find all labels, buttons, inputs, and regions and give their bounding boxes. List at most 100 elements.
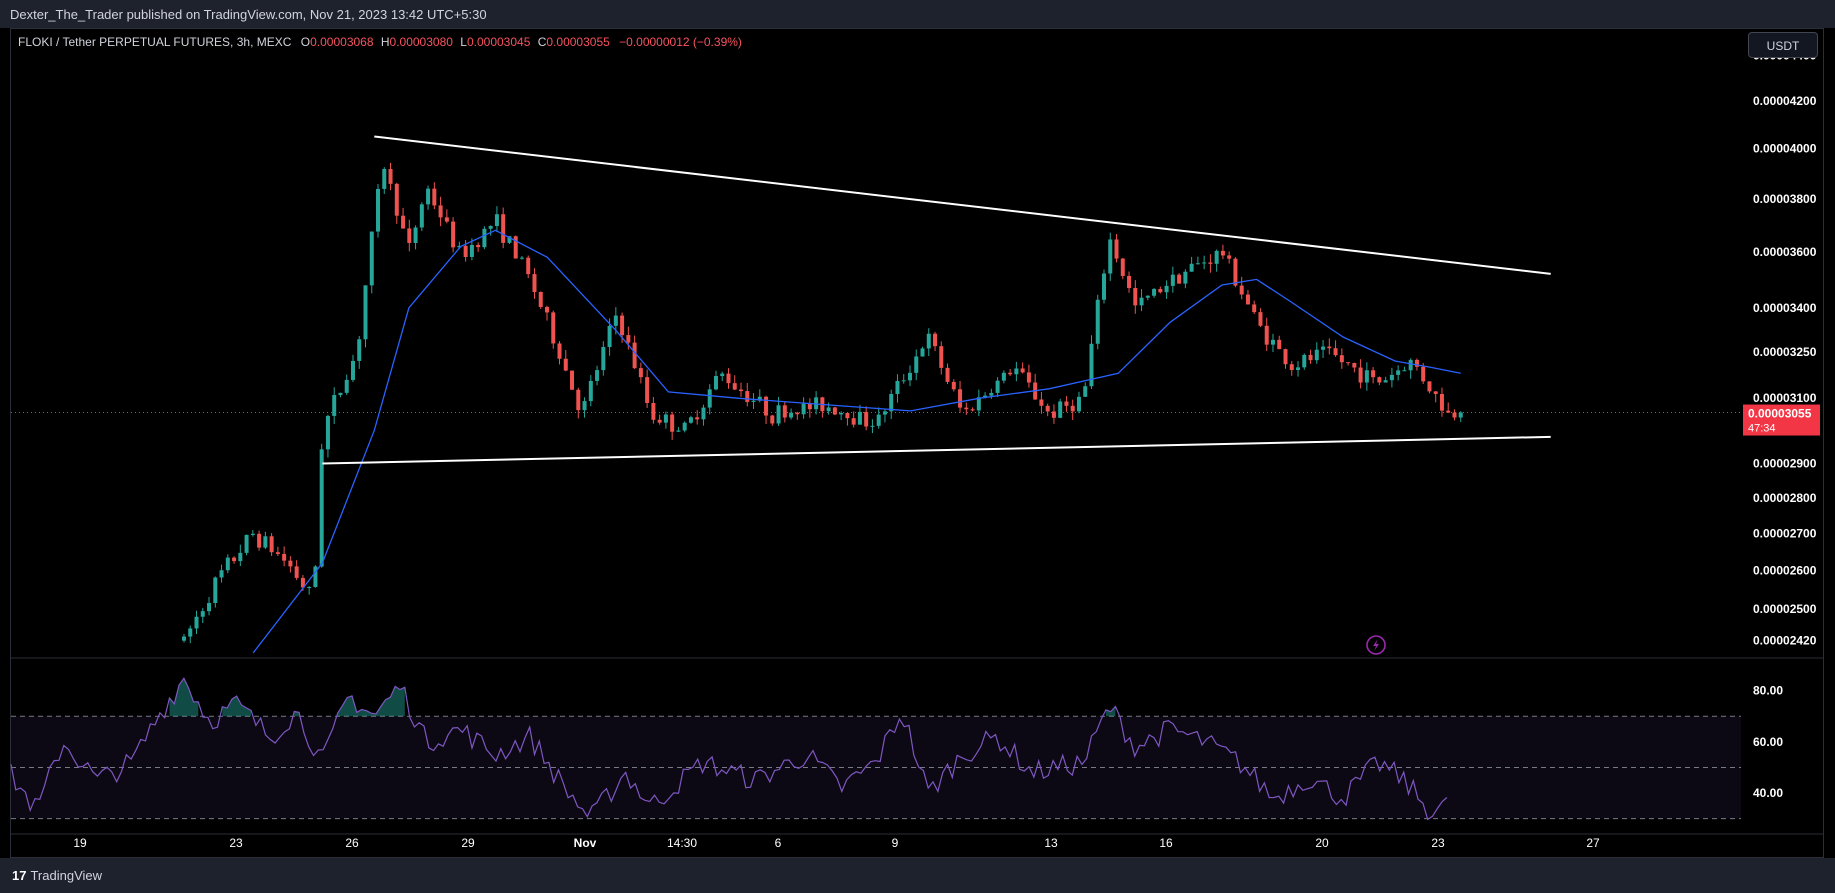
candle-body xyxy=(1158,289,1163,293)
candle xyxy=(369,231,374,294)
candle-body xyxy=(1095,299,1100,344)
candle-body xyxy=(876,414,881,426)
time-tick-label: 19 xyxy=(73,836,87,850)
trendline[interactable] xyxy=(374,135,1551,275)
candle-body xyxy=(626,335,631,343)
currency-button[interactable]: USDT xyxy=(1748,32,1818,58)
candle-body xyxy=(1001,372,1006,381)
candle xyxy=(901,374,906,384)
candle-body xyxy=(745,391,750,402)
candle xyxy=(889,389,894,420)
candle-body xyxy=(1339,355,1344,363)
candle xyxy=(670,411,675,440)
candle-body xyxy=(989,392,994,396)
candle-body xyxy=(1302,354,1307,368)
candle xyxy=(782,401,787,423)
change-value: −0.00000012 (−0.39%) xyxy=(619,35,742,49)
candle xyxy=(1177,273,1182,284)
candle xyxy=(401,207,406,229)
candle xyxy=(1327,338,1332,355)
candle xyxy=(1026,364,1031,388)
candle xyxy=(657,414,662,425)
price-tick-label: 0.00002600 xyxy=(1753,563,1817,577)
rsi-overbought-fill xyxy=(169,678,199,717)
candle xyxy=(720,371,725,382)
candle-body xyxy=(870,425,875,427)
candle xyxy=(1076,391,1081,414)
candle xyxy=(1245,290,1250,305)
candle xyxy=(1302,353,1307,370)
candle-body xyxy=(576,389,581,411)
moving-average-line xyxy=(252,229,1461,654)
candle xyxy=(601,341,606,376)
candle-body xyxy=(1396,370,1401,375)
rsi-tick-label: 60.00 xyxy=(1753,735,1783,749)
candle-body xyxy=(451,221,456,248)
candle xyxy=(1020,362,1025,374)
candle-body xyxy=(538,291,543,308)
candle xyxy=(1051,404,1056,424)
trendline[interactable] xyxy=(322,435,1551,465)
candle-body xyxy=(307,587,312,589)
candle xyxy=(250,530,255,537)
alert-icon[interactable] xyxy=(1366,635,1386,655)
candle-body xyxy=(438,205,443,218)
candle-body xyxy=(382,168,387,189)
candle-body xyxy=(1277,339,1282,350)
candle xyxy=(1045,403,1050,417)
candle-body xyxy=(1120,258,1125,276)
candle-body xyxy=(1227,255,1232,259)
candle-body xyxy=(1058,401,1063,418)
candle xyxy=(451,217,456,253)
candle-body xyxy=(1152,289,1157,296)
candle-body xyxy=(958,389,963,408)
candle-body xyxy=(563,358,568,371)
candle-body xyxy=(1076,396,1081,412)
candle xyxy=(494,206,499,233)
candle-body xyxy=(914,356,919,373)
candle xyxy=(1014,361,1019,382)
candle xyxy=(688,415,693,424)
candle xyxy=(1089,335,1094,389)
candle-body xyxy=(288,560,293,567)
candle xyxy=(976,389,981,417)
candle-body xyxy=(294,566,299,578)
publish-header: Dexter_The_Trader published on TradingVi… xyxy=(0,0,1835,28)
candle xyxy=(288,556,293,573)
candle xyxy=(814,391,819,415)
candle xyxy=(519,256,524,260)
candle-body xyxy=(1452,412,1457,418)
candle xyxy=(751,393,756,409)
candle-body xyxy=(332,395,337,416)
candle xyxy=(770,414,775,426)
candle-body xyxy=(376,188,381,232)
candle-body xyxy=(494,214,499,227)
candle-body xyxy=(557,343,562,359)
candle-body xyxy=(519,257,524,259)
candle xyxy=(638,362,643,384)
candle xyxy=(1408,358,1413,379)
candle xyxy=(388,162,393,191)
candle-body xyxy=(1258,312,1263,326)
candle xyxy=(1108,232,1113,281)
candle-body xyxy=(200,611,205,617)
candle xyxy=(907,365,912,387)
tradingview-logo[interactable]: 17 TradingView xyxy=(12,868,102,883)
candle-body xyxy=(807,403,812,410)
candle-body xyxy=(620,315,625,336)
candle xyxy=(876,407,881,429)
candle xyxy=(995,377,1000,397)
candle-body xyxy=(369,231,374,286)
candle-body xyxy=(845,413,850,419)
candle xyxy=(1396,365,1401,381)
candle-body xyxy=(207,602,212,612)
candle xyxy=(682,421,687,433)
candle xyxy=(795,411,800,420)
candle-body xyxy=(645,377,650,403)
candle xyxy=(188,625,193,644)
candle xyxy=(645,369,650,408)
candle-body xyxy=(1458,412,1463,418)
candle xyxy=(1001,370,1006,384)
candle xyxy=(695,410,700,425)
